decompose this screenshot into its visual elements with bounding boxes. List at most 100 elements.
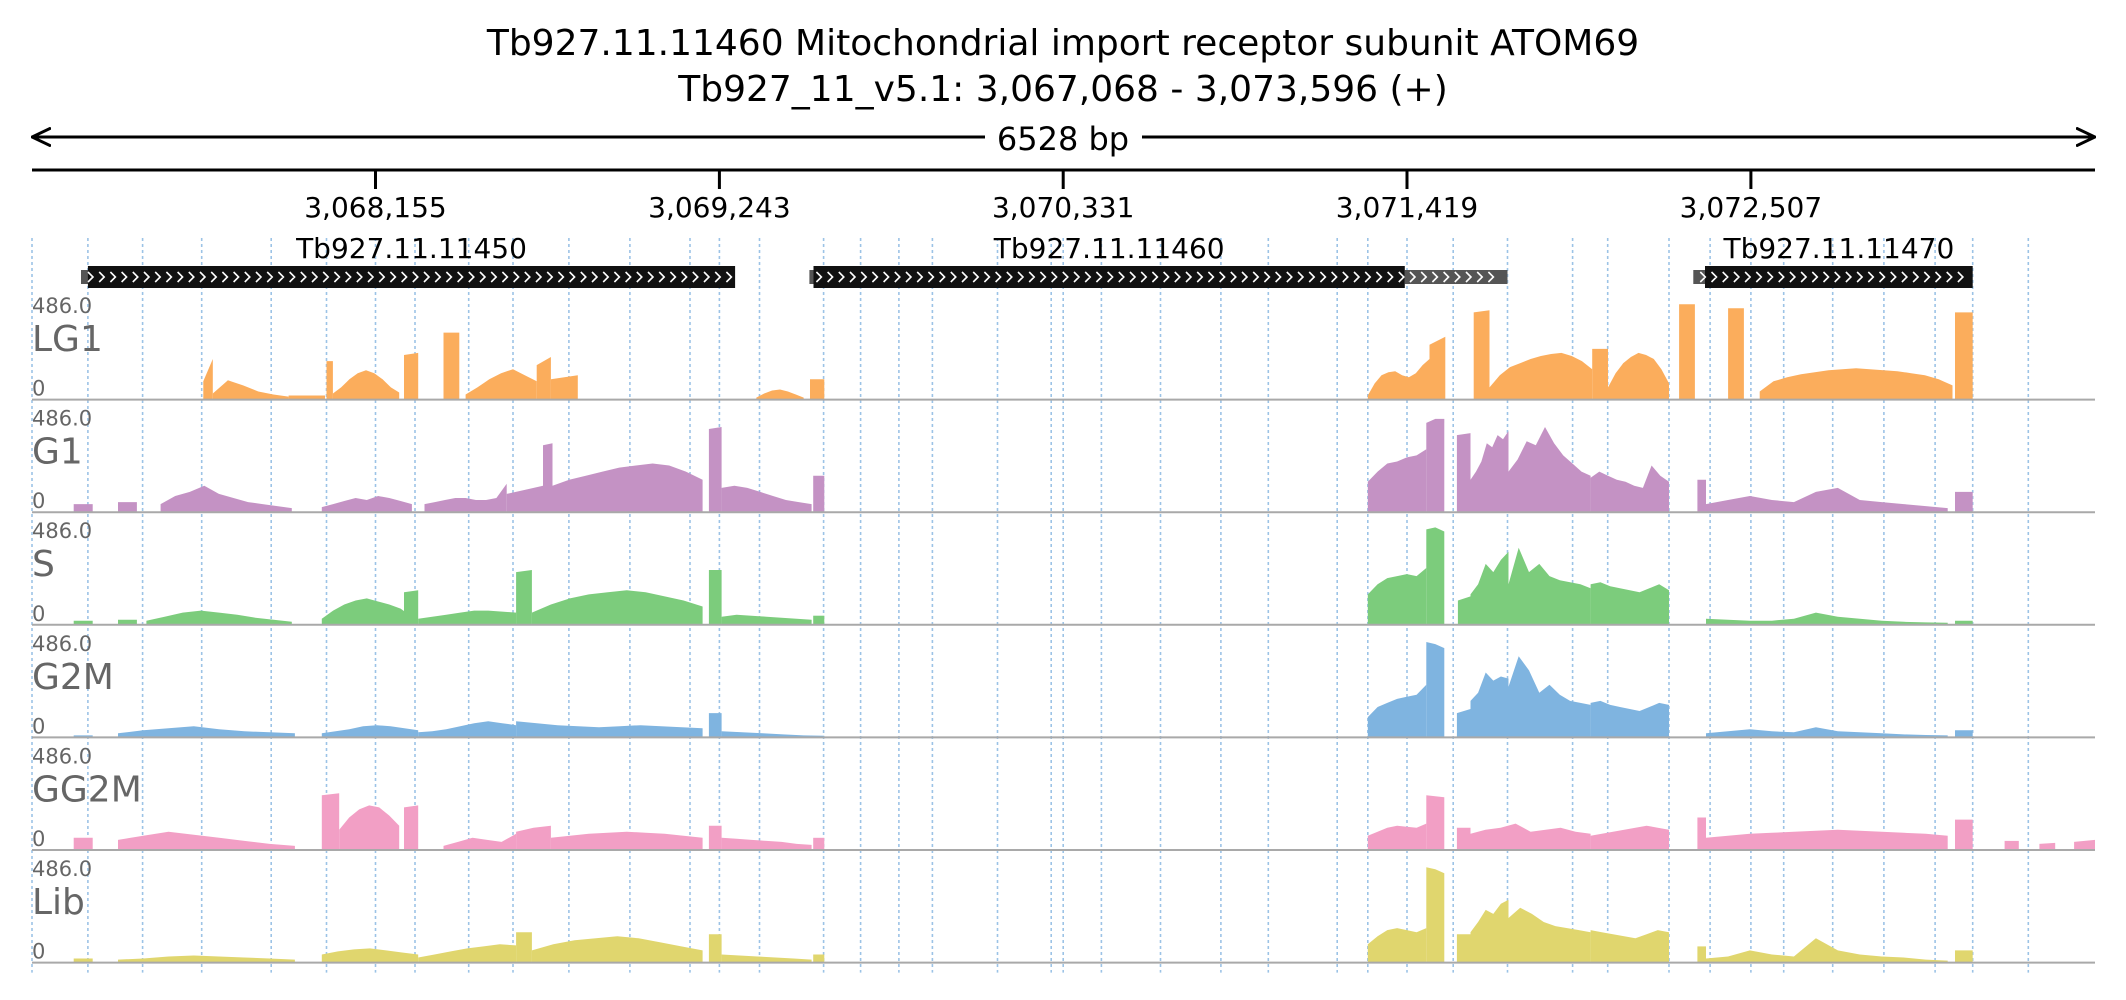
coverage-area [73, 958, 93, 963]
coverage-area [443, 332, 460, 400]
coverage-area [1508, 656, 1591, 738]
coverage-area [1592, 348, 1608, 400]
coverage-area [160, 485, 292, 513]
coverage-area [721, 731, 825, 738]
coverage-area [321, 793, 340, 850]
coverage-area [1456, 433, 1471, 513]
track-name-label: LG1 [32, 319, 103, 360]
coverage-area [721, 614, 812, 625]
coverage-area [550, 831, 703, 850]
coverage-area [1470, 431, 1509, 513]
coverage-area [531, 590, 703, 625]
track-name-label: G2M [32, 657, 114, 698]
coverage-area [708, 934, 722, 963]
coverage-area [1706, 727, 1948, 738]
coverage-area [321, 725, 419, 738]
coverage-area [1426, 527, 1445, 625]
coverage-area [1470, 551, 1509, 625]
coverage-area [1456, 827, 1471, 850]
track-ymax-label: 486.0 [32, 519, 92, 543]
coverage-area [536, 357, 551, 400]
coverage-area [1473, 310, 1490, 400]
coverage-area [708, 570, 722, 625]
coverage-area [1367, 823, 1427, 850]
track-ymin-label: 0 [32, 714, 45, 738]
coverage-area [1955, 819, 1973, 850]
coverage-area [321, 948, 419, 963]
gene-utr [1404, 270, 1508, 284]
coverage-area [73, 620, 93, 625]
coverage-area [1508, 547, 1591, 625]
coverage-area [1426, 418, 1445, 513]
coverage-area [1470, 899, 1509, 963]
coverage-area [1955, 950, 1973, 963]
ruler-tick-label: 3,069,243 [648, 191, 791, 224]
coverage-area [1590, 825, 1669, 850]
coverage-area [1489, 352, 1593, 400]
coverage-area [1955, 730, 1973, 738]
gene-model: Tb927.11.11450 [81, 232, 736, 288]
coverage-area [203, 359, 213, 400]
track-ymin-label: 0 [32, 940, 45, 964]
coverage-area [2039, 842, 2056, 850]
coverage-area [708, 427, 722, 513]
coverage-area [118, 831, 295, 850]
track-ymax-label: 486.0 [32, 632, 92, 656]
coverage-area [1367, 359, 1430, 400]
coverage-area [1955, 620, 1973, 625]
coverage-area [756, 389, 804, 400]
gene-cds [87, 266, 736, 288]
coverage-area [326, 361, 333, 400]
coverage-area [73, 504, 93, 513]
coverage-area [721, 837, 812, 850]
track-ymax-label: 486.0 [32, 857, 92, 881]
coverage-area [1759, 368, 1953, 400]
coverage-area [708, 825, 722, 850]
gene-model: Tb927.11.11460 [809, 232, 1508, 288]
coverage-area [813, 954, 825, 963]
coverage-area [1728, 308, 1744, 400]
ruler-tick-label: 3,068,155 [304, 191, 447, 224]
coverage-area [516, 825, 551, 850]
coverage-area [516, 570, 532, 625]
track-ymin-label: 0 [32, 602, 45, 626]
coverage-area [1426, 795, 1445, 850]
span-indicator: 6528 bp [32, 120, 2095, 158]
coverage-area [321, 496, 412, 513]
coverage-area [1426, 867, 1445, 963]
coverage-area [404, 352, 419, 400]
coverage-area [1697, 817, 1706, 850]
gene-label: Tb927.11.11470 [1722, 232, 1954, 265]
gene-cds [813, 266, 1405, 288]
strand-arrow-icon [1699, 271, 1965, 283]
coverage-area [506, 485, 543, 513]
coverage-area [1367, 449, 1427, 513]
gene-model: Tb927.11.11470 [1693, 232, 1973, 288]
coverage-area [1955, 491, 1973, 513]
track-s: 486.0S 0 [32, 519, 2095, 626]
coverage-area [813, 837, 825, 850]
track-name-label: G1 [32, 432, 83, 473]
coverage-area [418, 610, 517, 625]
coverage-area [1590, 465, 1669, 513]
coverage-area [418, 721, 517, 738]
coverage-area [339, 805, 400, 850]
track-ymin-label: 0 [32, 827, 45, 851]
coverage-tracks: 486.0LG10486.0G10486.0S0486.0G2M0486.0GG… [32, 294, 2095, 964]
gene-label: Tb927.11.11460 [993, 232, 1225, 265]
coverage-area [1590, 700, 1669, 738]
coverage-area [465, 369, 537, 400]
coverage-area [2004, 840, 2019, 850]
coverage-area [1457, 596, 1471, 625]
coverage-area [404, 590, 419, 625]
ruler-tick-label: 3,071,419 [1336, 191, 1479, 224]
coordinate-ruler: 3,068,155 3,069,243 3,070,331 3,071,419 3,07… [32, 168, 2095, 224]
gene-models: Tb927.11.11450 Tb927.11.11460 Tb927.11.114… [81, 232, 1973, 288]
coverage-area [321, 598, 412, 625]
coverage-area [1590, 930, 1669, 963]
coverage-area [118, 955, 295, 963]
